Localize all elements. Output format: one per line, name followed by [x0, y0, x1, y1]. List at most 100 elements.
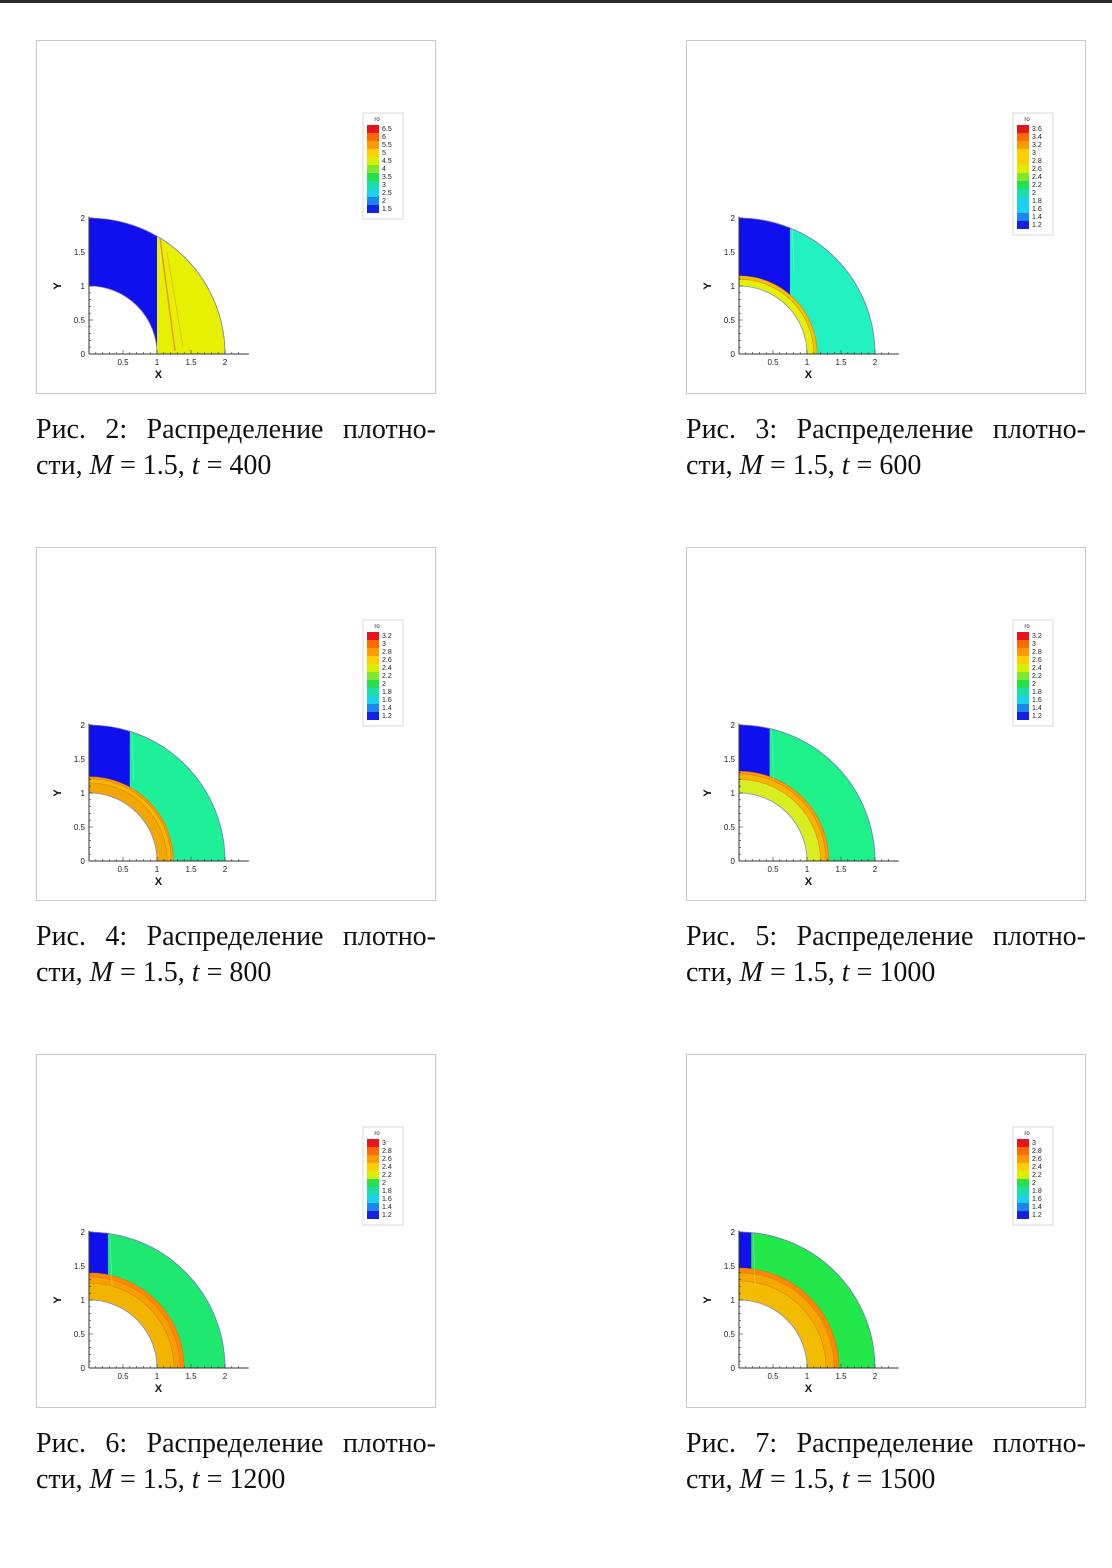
y-tick-label: 1.5: [724, 248, 736, 257]
caption-var-t: t: [841, 1464, 850, 1495]
legend-title: ro: [374, 117, 380, 123]
legend-swatch: [1017, 1187, 1029, 1195]
caption-label: Рис. 3:: [686, 414, 778, 445]
legend-level-label: 2.2: [1032, 673, 1042, 680]
y-tick-label: 2: [731, 214, 736, 223]
legend-swatch: [367, 1179, 379, 1187]
caption-t-value: = 600: [849, 450, 922, 481]
x-tick-label: 0.5: [767, 865, 779, 874]
legend-title: ro: [374, 1131, 380, 1137]
caption-line-2: сти, M = 1.5, t = 800: [36, 955, 436, 991]
caption-label: Рис. 6:: [36, 1428, 128, 1459]
y-tick-label: 1.5: [74, 1262, 86, 1271]
caption-prefix: сти,: [36, 957, 90, 988]
caption-line-1: Рис. 3: Распределение плотно-: [686, 412, 1086, 448]
y-axis-label: Y: [52, 789, 64, 797]
x-tick-label: 2: [223, 1372, 228, 1381]
contour-line: [739, 770, 830, 861]
reflected-shock-band: [739, 1280, 827, 1368]
caption-label: Рис. 5:: [686, 921, 778, 952]
legend-swatch: [1017, 648, 1029, 656]
legend-swatch: [367, 704, 379, 712]
contour-line: [89, 1282, 175, 1368]
y-tick-label: 1.5: [74, 755, 86, 764]
page-top-rule: [0, 0, 1112, 3]
legend-swatch: [1017, 1195, 1029, 1203]
x-tick-label: 1.5: [835, 865, 847, 874]
legend-level-label: 2.4: [1032, 665, 1042, 672]
legend-swatch: [1017, 141, 1029, 149]
legend-swatch: [367, 141, 379, 149]
outer-boundary: [88, 1231, 226, 1369]
legend-swatch: [367, 1195, 379, 1203]
y-tick-label: 1: [731, 1296, 736, 1305]
fan-line: [109, 1235, 113, 1287]
y-tick-label: 0: [731, 350, 736, 359]
x-tick-label: 1: [155, 865, 160, 874]
legend-swatch: [367, 181, 379, 189]
density-plot-svg: 0.5 1 1.5 200.511.52XYro32.82.62.42.221.81.…: [52, 1126, 404, 1395]
cylinder-boundary: [738, 792, 808, 862]
y-tick-label: 1: [731, 789, 736, 798]
fan-line: [791, 221, 795, 273]
color-legend: ro3.63.43.232.82.62.42.221.81.61.41.2: [1012, 112, 1054, 236]
caption-line-2: сти, M = 1.5, t = 400: [36, 448, 436, 484]
x-tick-label: 1.5: [835, 1372, 847, 1381]
legend-level-label: 2: [382, 681, 386, 688]
outer-boundary: [88, 724, 226, 862]
caption-text: Распределение плотно-: [796, 1428, 1087, 1459]
legend-swatch: [1017, 1139, 1029, 1147]
x-tick-label: 2: [873, 358, 878, 367]
legend-swatch: [367, 1187, 379, 1195]
legend-swatch: [1017, 1155, 1029, 1163]
legend-swatch: [367, 1211, 379, 1219]
contour-line: [89, 1276, 181, 1368]
y-tick-label: 0.5: [74, 1330, 86, 1339]
legend-swatch: [367, 688, 379, 696]
density-plot-svg: 0.5 1 1.5 2 0 0.5 1 1.5 2 X Yro3.63.43.232.82.62.4…: [702, 112, 1054, 381]
legend-level-label: 4: [382, 166, 386, 173]
legend-swatch: [367, 680, 379, 688]
legend-swatch: [1017, 1171, 1029, 1179]
x-axis-label: X: [155, 1383, 163, 1395]
caption-line-1: Рис. 6: Распределение плотно-: [36, 1426, 436, 1462]
legend-swatch: [367, 125, 379, 133]
x-axis-label: X: [805, 1383, 813, 1395]
legend-level-label: 3.2: [1032, 633, 1042, 640]
caption-var-m: M: [739, 450, 763, 481]
legend-level-label: 4.5: [382, 158, 392, 165]
caption-prefix: сти,: [686, 450, 740, 481]
x-tick-label: 0.5: [767, 358, 779, 367]
legend-swatch: [1017, 133, 1029, 141]
x-tick-label: 1.5: [185, 865, 197, 874]
legend-level-label: 2.4: [1032, 174, 1042, 181]
figure-caption: Рис. 6: Распределение плотно- сти, M = 1…: [36, 1426, 436, 1498]
contour-line: [89, 778, 172, 861]
caption-prefix: сти,: [36, 1464, 90, 1495]
legend-level-label: 1.8: [382, 1188, 392, 1195]
legend-level-label: 3.6: [1032, 126, 1042, 133]
legend-swatch: [1017, 712, 1029, 720]
x-tick-label: 1: [805, 1372, 810, 1381]
legend-level-label: 2.8: [382, 649, 392, 656]
legend-swatch: [367, 1139, 379, 1147]
legend-swatch: [1017, 205, 1029, 213]
fan-line: [131, 728, 135, 780]
legend-swatch: [367, 205, 379, 213]
x-tick-label: 1: [155, 1372, 160, 1381]
legend-swatch: [1017, 173, 1029, 181]
caption-label: Рис. 7:: [686, 1428, 778, 1459]
outer-boundary: [738, 217, 876, 355]
caption-m-value: = 1.5,: [112, 957, 192, 988]
legend-level-label: 1.2: [382, 1212, 392, 1219]
x-tick-label: 0.5: [117, 358, 129, 367]
legend-level-label: 1.2: [1032, 222, 1042, 229]
y-tick-label: 0: [81, 1364, 86, 1373]
legend-level-label: 2.8: [1032, 1148, 1042, 1155]
y-axis-label: Y: [702, 1296, 714, 1304]
legend-swatch: [367, 712, 379, 720]
fan-line: [752, 1235, 756, 1287]
